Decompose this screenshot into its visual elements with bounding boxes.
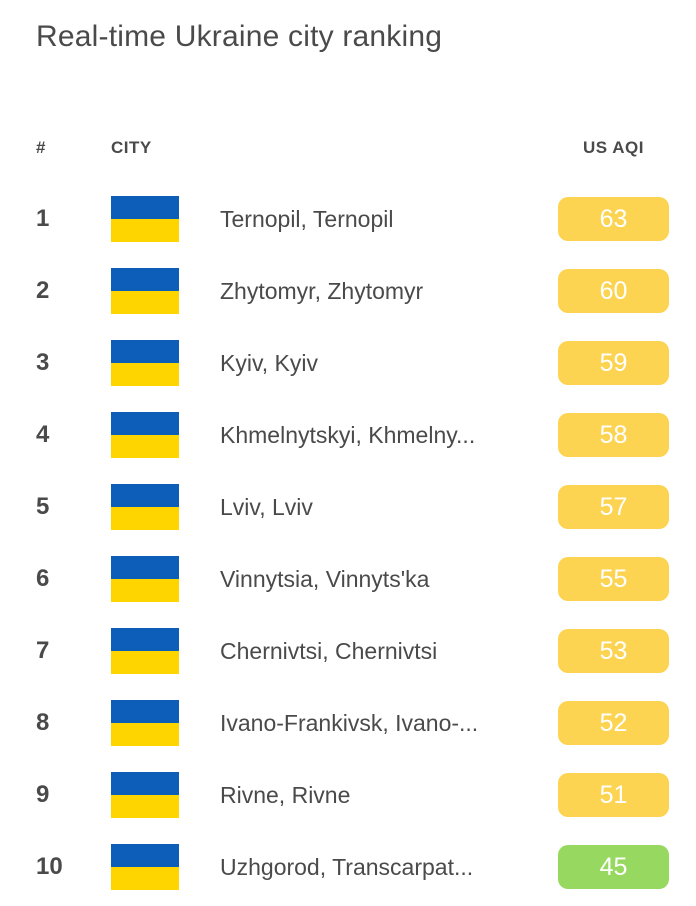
aqi-badge: 57 <box>558 485 669 529</box>
city-name: Kyiv, Kyiv <box>220 349 318 376</box>
ukraine-flag-icon <box>111 340 179 386</box>
aqi-badge: 63 <box>558 197 669 241</box>
header-rank: # <box>36 138 46 157</box>
city-name: Vinnytsia, Vinnyts'ka <box>220 565 430 592</box>
aqi-badge: 45 <box>558 845 669 889</box>
city-name: Ternopil, Ternopil <box>220 205 394 232</box>
page-title: Real-time Ukraine city ranking <box>36 20 443 53</box>
ukraine-flag-icon <box>111 700 179 746</box>
ukraine-flag-icon <box>111 628 179 674</box>
aqi-badge: 55 <box>558 557 669 601</box>
header-us-aqi: US AQI <box>583 138 644 157</box>
aqi-badge: 52 <box>558 701 669 745</box>
rank-number: 1 <box>36 205 50 232</box>
city-name: Khmelnytskyi, Khmelny... <box>220 421 476 448</box>
aqi-badge: 53 <box>558 629 669 673</box>
aqi-badge: 60 <box>558 269 669 313</box>
rank-number: 7 <box>36 637 50 664</box>
ukraine-flag-icon <box>111 556 179 602</box>
header-city: CITY <box>111 138 152 157</box>
table-row[interactable]: 8 Ivano-Frankivsk, Ivano-... 52 <box>36 687 669 759</box>
aqi-badge: 59 <box>558 341 669 385</box>
table-row[interactable]: 5 Lviv, Lviv 57 <box>36 471 669 543</box>
rank-number: 9 <box>36 781 50 808</box>
table-header: # CITY US AQI <box>36 138 669 158</box>
city-name: Ivano-Frankivsk, Ivano-... <box>220 709 479 736</box>
ukraine-flag-icon <box>111 196 179 242</box>
rank-number: 2 <box>36 277 50 304</box>
city-name: Lviv, Lviv <box>220 493 313 520</box>
table-row[interactable]: 9 Rivne, Rivne 51 <box>36 759 669 831</box>
ranking-table: 1 Ternopil, Ternopil 63 2 Zhytomyr, Zhyt… <box>36 183 669 903</box>
table-row[interactable]: 10 Uzhgorod, Transcarpat... 45 <box>36 831 669 903</box>
rank-number: 4 <box>36 421 50 448</box>
ukraine-flag-icon <box>111 412 179 458</box>
table-row[interactable]: 1 Ternopil, Ternopil 63 <box>36 183 669 255</box>
table-row[interactable]: 4 Khmelnytskyi, Khmelny... 58 <box>36 399 669 471</box>
ukraine-flag-icon <box>111 844 179 890</box>
rank-number: 6 <box>36 565 50 592</box>
rank-number: 3 <box>36 349 50 376</box>
ukraine-flag-icon <box>111 268 179 314</box>
ukraine-flag-icon <box>111 484 179 530</box>
rank-number: 8 <box>36 709 50 736</box>
city-name: Zhytomyr, Zhytomyr <box>220 277 424 304</box>
rank-number: 5 <box>36 493 50 520</box>
city-name: Rivne, Rivne <box>220 781 351 808</box>
table-row[interactable]: 3 Kyiv, Kyiv 59 <box>36 327 669 399</box>
ukraine-flag-icon <box>111 772 179 818</box>
table-row[interactable]: 6 Vinnytsia, Vinnyts'ka 55 <box>36 543 669 615</box>
aqi-badge: 58 <box>558 413 669 457</box>
aqi-badge: 51 <box>558 773 669 817</box>
rank-number: 10 <box>36 853 63 880</box>
city-name: Chernivtsi, Chernivtsi <box>220 637 438 664</box>
table-row[interactable]: 2 Zhytomyr, Zhytomyr 60 <box>36 255 669 327</box>
table-row[interactable]: 7 Chernivtsi, Chernivtsi 53 <box>36 615 669 687</box>
city-name: Uzhgorod, Transcarpat... <box>220 853 474 880</box>
